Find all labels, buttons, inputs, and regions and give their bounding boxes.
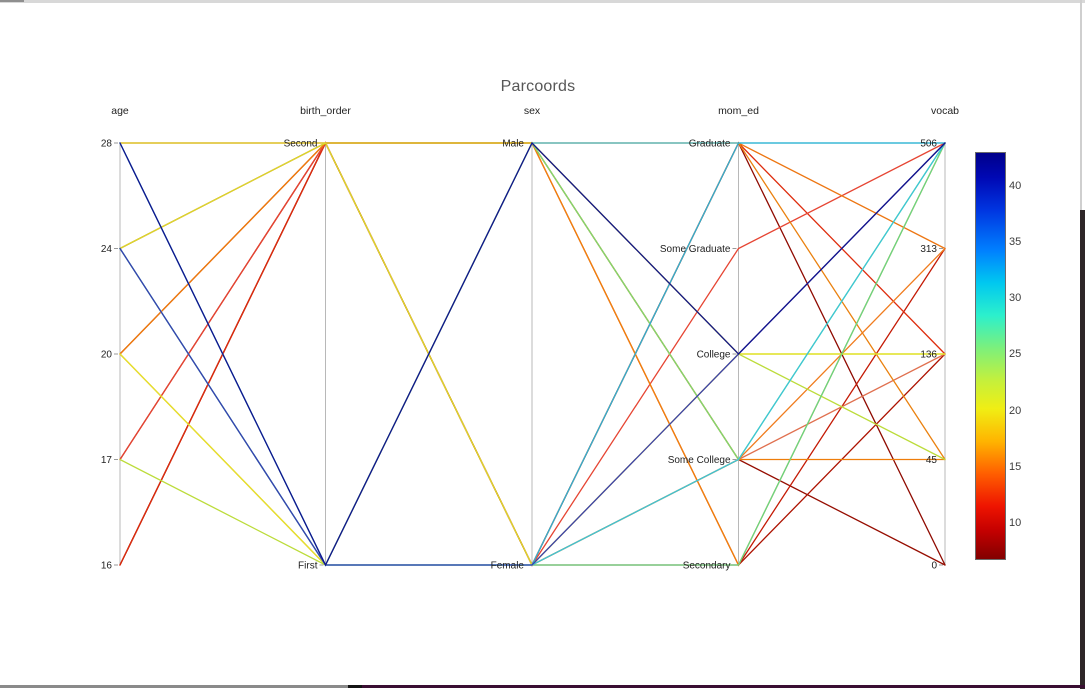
- axis-title-age: age: [111, 105, 129, 117]
- tick-label-birth_order: First: [298, 561, 318, 572]
- tick-label-vocab: 45: [926, 455, 938, 466]
- axis-title-sex: sex: [524, 105, 541, 117]
- axis-title-mom_ed: mom_ed: [718, 105, 759, 117]
- tick-label-sex: Female: [491, 561, 525, 572]
- window-top-left-accent: [0, 0, 24, 2]
- plot-title: Parcoords: [500, 78, 576, 95]
- axis-title-birth_order: birth_order: [300, 105, 351, 117]
- tick-label-vocab: 313: [920, 244, 937, 255]
- axis-title-vocab: vocab: [931, 105, 959, 117]
- tick-label-age: 17: [101, 455, 113, 466]
- window-bottom-border-mid: [348, 685, 362, 688]
- window-top-border: [0, 0, 1085, 3]
- colorbar-tick-label: 15: [1009, 460, 1022, 473]
- tick-label-vocab: 506: [920, 139, 937, 150]
- colorbar-gradient: [975, 152, 1006, 560]
- window-bottom-border-left: [0, 685, 348, 688]
- tick-label-birth_order: Second: [284, 139, 318, 150]
- tick-label-mom_ed: Some College: [668, 455, 731, 466]
- window-bottom-border-right: [362, 685, 1085, 688]
- scrollbar-track[interactable]: [1080, 0, 1082, 210]
- tick-label-mom_ed: College: [697, 350, 731, 361]
- colorbar-tick-label: 25: [1009, 348, 1022, 361]
- labels-layer: age 28 24 20 17 16 birth_order Second First sex Ma…: [101, 105, 959, 572]
- colorbar-tick-label: 10: [1009, 516, 1022, 529]
- lines-layer: [119, 141, 946, 567]
- tick-label-age: 24: [101, 244, 113, 255]
- tick-label-mom_ed: Graduate: [689, 139, 731, 150]
- tick-label-vocab: 0: [931, 561, 937, 572]
- colorbar-tick-label: 20: [1009, 404, 1022, 417]
- colorbar-tick-label: 35: [1009, 235, 1022, 248]
- data-polyline-22[interactable]: [119, 141, 946, 567]
- tick-label-sex: Male: [502, 139, 524, 150]
- tick-label-age: 28: [101, 139, 113, 150]
- scrollbar-thumb[interactable]: [1080, 210, 1085, 689]
- colorbar-tick-label: 30: [1009, 292, 1022, 305]
- tick-label-vocab: 136: [920, 350, 937, 361]
- tick-label-mom_ed: Some Graduate: [660, 244, 731, 255]
- tick-label-age: 16: [101, 561, 113, 572]
- tick-label-age: 20: [101, 350, 113, 361]
- tick-label-mom_ed: Secondary: [683, 561, 731, 572]
- colorbar-tick-label: 40: [1009, 179, 1022, 192]
